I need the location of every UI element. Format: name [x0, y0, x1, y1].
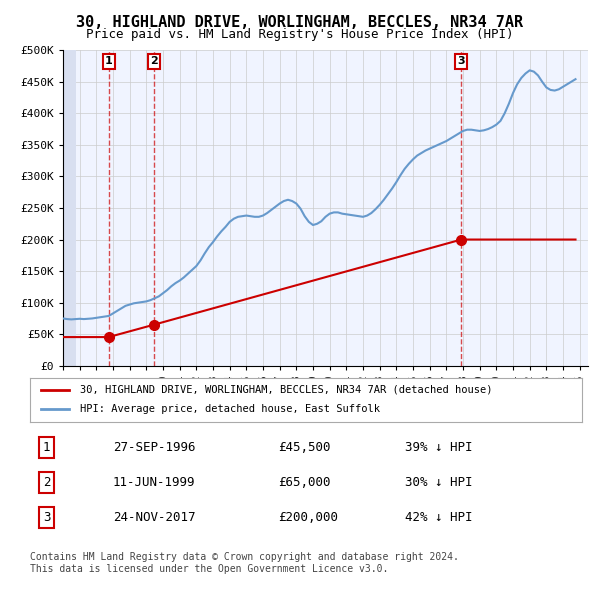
Text: 27-SEP-1996: 27-SEP-1996: [113, 441, 196, 454]
Text: 11-JUN-1999: 11-JUN-1999: [113, 476, 196, 489]
Text: 42% ↓ HPI: 42% ↓ HPI: [406, 511, 473, 524]
Text: 24-NOV-2017: 24-NOV-2017: [113, 511, 196, 524]
Text: 30% ↓ HPI: 30% ↓ HPI: [406, 476, 473, 489]
Bar: [63, 50, 76, 366]
Text: 2: 2: [43, 476, 50, 489]
Text: £200,000: £200,000: [278, 511, 338, 524]
Text: 1: 1: [43, 441, 50, 454]
Text: 1: 1: [105, 57, 113, 67]
Text: Price paid vs. HM Land Registry's House Price Index (HPI): Price paid vs. HM Land Registry's House …: [86, 28, 514, 41]
Text: £65,000: £65,000: [278, 476, 331, 489]
Text: £45,500: £45,500: [278, 441, 331, 454]
Text: HPI: Average price, detached house, East Suffolk: HPI: Average price, detached house, East…: [80, 405, 380, 414]
Text: 3: 3: [43, 511, 50, 524]
Text: 30, HIGHLAND DRIVE, WORLINGHAM, BECCLES, NR34 7AR (detached house): 30, HIGHLAND DRIVE, WORLINGHAM, BECCLES,…: [80, 385, 492, 395]
Text: 39% ↓ HPI: 39% ↓ HPI: [406, 441, 473, 454]
Text: 30, HIGHLAND DRIVE, WORLINGHAM, BECCLES, NR34 7AR: 30, HIGHLAND DRIVE, WORLINGHAM, BECCLES,…: [76, 15, 524, 30]
Text: Contains HM Land Registry data © Crown copyright and database right 2024.
This d: Contains HM Land Registry data © Crown c…: [30, 552, 459, 574]
Text: 3: 3: [458, 57, 465, 67]
Text: 2: 2: [150, 57, 158, 67]
